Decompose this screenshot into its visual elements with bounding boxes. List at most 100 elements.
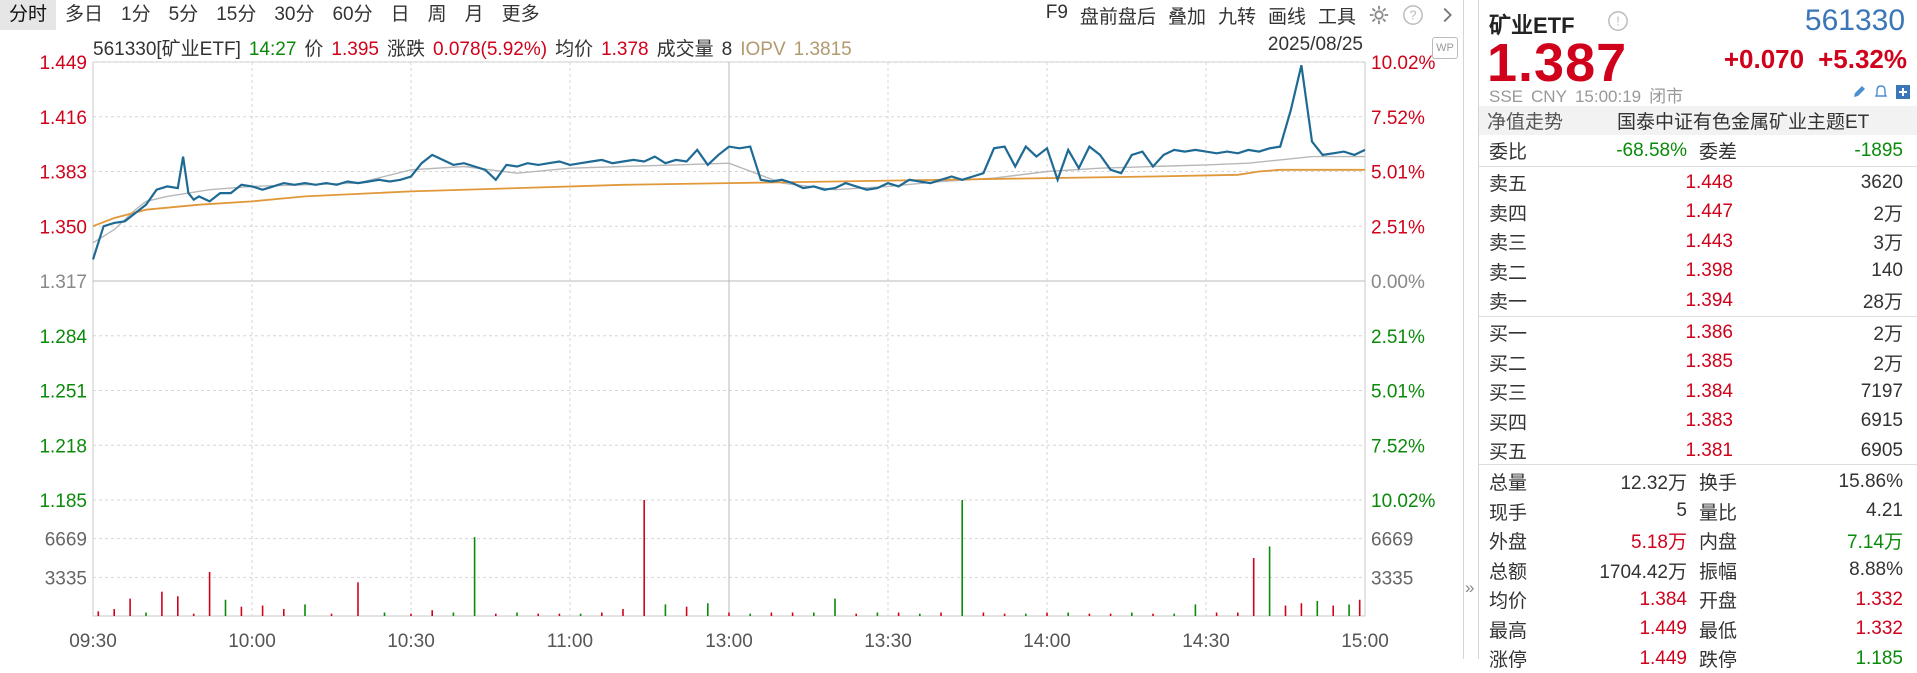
x-tick-label: 14:30 xyxy=(1182,631,1230,652)
volume-tick-label: 6669 xyxy=(45,530,87,551)
level-volume: 140 xyxy=(1871,260,1903,281)
add-icon[interactable] xyxy=(1895,84,1911,100)
ask-row[interactable]: 卖五 1.448 3620 xyxy=(1479,168,1917,197)
ask-row[interactable]: 卖二 1.398 140 xyxy=(1479,257,1917,286)
wp-badge[interactable]: WP xyxy=(1432,37,1458,59)
currency: CNY xyxy=(1531,87,1567,106)
ask-row[interactable]: 卖三 1.443 3万 xyxy=(1479,227,1917,256)
toolbar-tool[interactable]: 叠加 xyxy=(1167,6,1206,28)
edit-icon[interactable] xyxy=(1851,84,1867,100)
y-right-tick-label: 5.01% xyxy=(1371,163,1425,184)
intraday-chart[interactable]: 1.449 10.02% 1.416 7.52% 1.383 5.01% 1.350 2.51… xyxy=(0,0,1463,659)
expand-arrow-icon[interactable]: » xyxy=(1465,578,1475,597)
toolbar-tool[interactable]: 九转 xyxy=(1217,6,1256,28)
y-tick-label: 1.185 xyxy=(39,491,87,512)
toolbar-tool[interactable]: 画线 xyxy=(1267,6,1306,28)
tab-period[interactable]: 周 xyxy=(427,4,447,25)
tab-period[interactable]: 多日 xyxy=(65,4,104,25)
bid-row[interactable]: 买三 1.384 7197 xyxy=(1479,377,1917,406)
volume-right-tick-label: 3335 xyxy=(1371,568,1413,589)
toolbar-tool[interactable]: 工具 xyxy=(1317,6,1356,28)
tab-period[interactable]: 5分 xyxy=(168,4,199,25)
bid-row[interactable]: 买四 1.383 6915 xyxy=(1479,407,1917,436)
stats-row: 外盘 5.18万 内盘 7.14万 xyxy=(1479,526,1917,555)
stat-label: 均价 xyxy=(1489,591,1528,612)
change-percent: +5.32% xyxy=(1818,44,1907,74)
stat-value: 5 xyxy=(1676,500,1687,521)
level-price: 1.398 xyxy=(1685,260,1733,281)
volume-tick-label: 3335 xyxy=(45,568,87,589)
tab-period[interactable]: 分时 xyxy=(0,0,57,30)
tab-period[interactable]: 1分 xyxy=(121,4,151,25)
svg-text:!: ! xyxy=(1616,14,1620,29)
level-price: 1.385 xyxy=(1685,351,1733,372)
tab-period[interactable]: 30分 xyxy=(274,4,315,25)
ask-row[interactable]: 卖一 1.394 28万 xyxy=(1479,286,1917,315)
weibi-value: -68.58% xyxy=(1616,139,1687,161)
ask-row[interactable]: 卖四 1.447 2万 xyxy=(1479,198,1917,227)
toolbar-tools: F9 盘前盘后 叠加 九转 画线 工具 ? xyxy=(1040,2,1464,29)
volume-right-tick-label: 6669 xyxy=(1371,530,1413,551)
bid-row[interactable]: 买五 1.381 6905 xyxy=(1479,436,1917,465)
fund-full-name: 国泰中证有色金属矿业主题ET xyxy=(1617,112,1870,133)
bell-icon[interactable] xyxy=(1873,84,1889,100)
tab-period[interactable]: 60分 xyxy=(332,4,373,25)
stat-value: 1704.42万 xyxy=(1599,561,1687,583)
toolbar-tool[interactable]: 盘前盘后 xyxy=(1079,6,1156,28)
x-tick-label: 14:00 xyxy=(1023,631,1071,652)
volume-label: 成交量 xyxy=(656,39,714,60)
svg-text:?: ? xyxy=(1409,8,1416,23)
bid-row[interactable]: 买一 1.386 2万 xyxy=(1479,318,1917,347)
chevron-right-icon[interactable] xyxy=(1436,4,1458,26)
avg-label: 均价 xyxy=(555,39,594,60)
level-label: 卖四 xyxy=(1489,203,1528,225)
quote-panel: 矿业ETF ! 561330 1.387 +0.070 +5.32% SSE CNY… xyxy=(1479,0,1917,671)
stat-label: 最低 xyxy=(1699,620,1738,642)
level-price: 1.394 xyxy=(1685,289,1733,311)
level-volume: 3万 xyxy=(1873,233,1903,254)
tab-period[interactable]: 日 xyxy=(390,4,410,25)
bid-row[interactable]: 买二 1.385 2万 xyxy=(1479,348,1917,377)
cursor-volume: 8 xyxy=(721,39,733,60)
y-right-tick-label: 10.02% xyxy=(1371,53,1436,74)
level-volume: 2万 xyxy=(1873,324,1903,345)
separator xyxy=(1479,464,1917,465)
toolbar-tool[interactable]: F9 xyxy=(1045,1,1068,23)
stats-row: 总量 12.32万 换手 15.86% xyxy=(1479,467,1917,496)
y-tick-label: 1.251 xyxy=(39,382,87,403)
separator xyxy=(1479,316,1917,317)
stat-value: 4.21 xyxy=(1866,500,1903,521)
tab-period[interactable]: 15分 xyxy=(216,4,257,25)
security-code: 561330 xyxy=(1804,4,1905,37)
market-meta: SSE CNY 15:00:19 闭市 xyxy=(1489,82,1691,107)
stat-label: 振幅 xyxy=(1699,561,1738,583)
weicha-value: -1895 xyxy=(1854,139,1903,161)
avg-price-line[interactable] xyxy=(92,168,1365,228)
y-right-tick-label: 10.02% xyxy=(1371,491,1436,512)
x-tick-label: 11:00 xyxy=(547,631,593,652)
period-tabs: 分时 多日 1分 5分 15分 30分 60分日周月更多 xyxy=(0,0,549,30)
tab-period[interactable]: 月 xyxy=(464,4,484,25)
level-label: 卖五 xyxy=(1489,174,1528,195)
help-icon[interactable]: ? xyxy=(1402,4,1424,26)
price-line[interactable] xyxy=(91,65,1366,260)
iopv-label: IOPV xyxy=(740,39,786,60)
change-value: +0.070 xyxy=(1723,44,1805,74)
stat-value: 1.384 xyxy=(1639,588,1687,610)
weicha-label: 委差 xyxy=(1699,142,1738,163)
level-price: 1.384 xyxy=(1685,380,1733,402)
tab-period[interactable]: 更多 xyxy=(501,4,540,25)
stat-value: 12.32万 xyxy=(1620,473,1687,494)
level-volume: 2万 xyxy=(1873,203,1903,225)
stat-label: 总量 xyxy=(1489,473,1528,494)
security-name: 矿业ETF xyxy=(1489,13,1575,38)
stat-value: 1.449 xyxy=(1639,618,1687,639)
x-tick-label: 13:00 xyxy=(705,631,753,652)
chart-info-line: 561330[矿业ETF] 14:27 价 1.395 涨跌 0.078(5.92%) 均价… xyxy=(93,34,1363,60)
level-volume: 6905 xyxy=(1860,439,1903,461)
gear-icon[interactable] xyxy=(1368,4,1390,26)
info-icon[interactable]: ! xyxy=(1607,10,1629,32)
iopv-line[interactable] xyxy=(92,155,1365,244)
nav-trend-row[interactable]: 净值走势 国泰中证有色金属矿业主题ET xyxy=(1479,106,1917,135)
level-label: 卖二 xyxy=(1489,262,1528,284)
